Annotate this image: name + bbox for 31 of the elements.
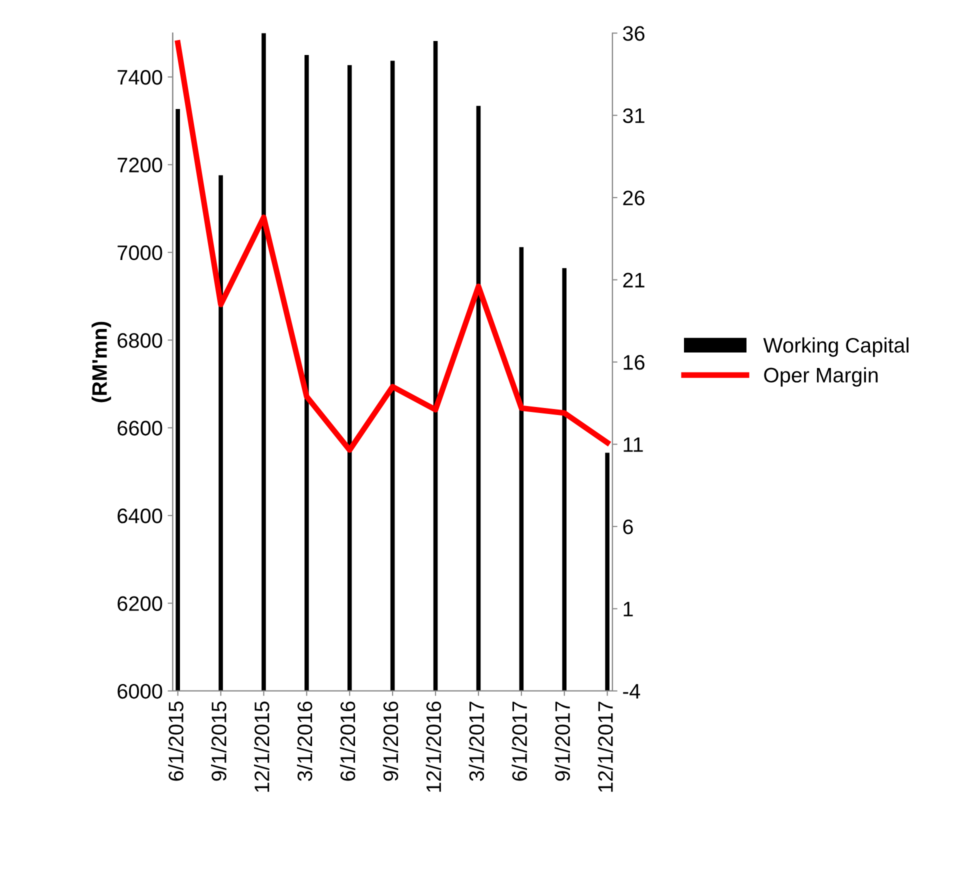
y2-tick-label: 1: [624, 602, 633, 616]
y2-tick-label: 11: [624, 437, 643, 452]
x-tick-label: 9/1/2017: [554, 702, 570, 781]
y-tick-label: 6400: [118, 508, 162, 524]
y2-tick-label: 31: [622, 108, 644, 124]
y2-tick-label: 6: [623, 519, 633, 534]
x-tick-label: 6/1/2017: [512, 702, 528, 781]
y-tick-label: 6000: [118, 684, 162, 699]
x-tick-label: 3/1/2017: [468, 702, 484, 781]
y-tick-label: 6200: [118, 596, 162, 611]
x-tick-label: 12/1/2017: [598, 702, 613, 792]
x-tick-label: 12/1/2015: [254, 702, 270, 792]
y-tick-label: 7200: [118, 158, 162, 172]
x-tick-label: 6/1/2015: [168, 702, 184, 781]
legend-label: Oper Margin: [764, 367, 878, 387]
x-tick-label: 9/1/2016: [382, 702, 398, 781]
y-axis-title: (RM'mn): [92, 322, 112, 402]
y2-tick-label: 21: [623, 272, 644, 288]
y-tick-label: 7000: [118, 245, 162, 260]
y2-tick-label: 16: [624, 355, 644, 370]
y-tick-label: 6800: [118, 333, 162, 348]
x-tick-label: 3/1/2016: [296, 702, 312, 781]
y2-tick-label: 36: [622, 26, 644, 41]
x-tick-label: 12/1/2016: [426, 702, 442, 792]
y2-tick-label: 26: [623, 190, 644, 206]
x-tick-label: 9/1/2015: [211, 702, 226, 781]
legend-label: Working Capital: [763, 337, 908, 357]
y-tick-label: 7400: [118, 70, 162, 85]
y-tick-label: 6600: [118, 420, 162, 436]
y2-tick-label: -4: [623, 684, 640, 698]
x-tick-label: 6/1/2016: [340, 702, 356, 781]
